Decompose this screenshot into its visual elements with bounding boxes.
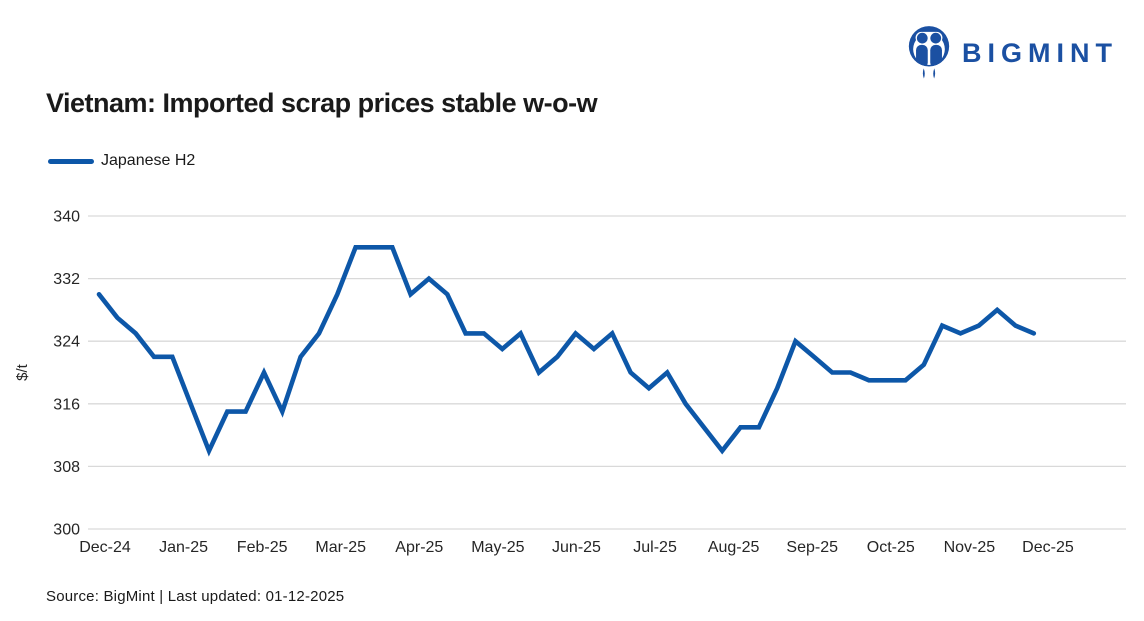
line-chart: 300 308 316 324 332 340 $/t Dec-24 Jan-25 Feb-25 M… [0,190,1144,575]
y-axis-tick-label: 324 [53,334,80,351]
x-axis-tick-label: Sep-25 [786,539,838,556]
x-axis-tick-label: Jul-25 [633,539,677,556]
x-axis-tick-label: Apr-25 [395,539,443,556]
x-axis-tick-label: Jun-25 [552,539,601,556]
x-axis-tick-label: Nov-25 [944,539,996,556]
x-axis-tick-label: Feb-25 [237,539,288,556]
x-axis-tick-label: Aug-25 [708,539,760,556]
bigmint-logo-icon [908,26,950,79]
y-axis-title: $/t [14,363,31,381]
chart-svg: 300 308 316 324 332 340 $/t Dec-24 Jan-25 Feb-25 M… [14,209,1126,556]
legend-label: Japanese H2 [101,152,196,169]
source-note: Source: BigMint | Last updated: 01-12-20… [46,588,345,605]
y-axis-tick-label: 300 [53,522,80,539]
series-line-japanese-h2 [96,244,1037,457]
x-axis-tick-label: Mar-25 [315,539,366,556]
x-axis-tick-label: Oct-25 [867,539,915,556]
x-axis-tick-label: May-25 [471,539,524,556]
x-axis-tick-label: Jan-25 [159,539,208,556]
legend-line-swatch [48,158,94,164]
chart-legend: Japanese H2 [48,152,195,170]
x-axis-tick-label: Dec-25 [1022,539,1074,556]
y-axis-tick-label: 340 [53,209,80,226]
y-axis-tick-label: 316 [53,396,80,413]
x-axis-tick-label: Dec-24 [79,539,131,556]
brand-logo: BIGMINT [905,24,1118,82]
brand-name: BIGMINT [962,37,1118,68]
y-axis-tick-label: 332 [53,271,80,288]
page-title: Vietnam: Imported scrap prices stable w-… [46,88,598,118]
y-axis-tick-label: 308 [53,459,80,476]
